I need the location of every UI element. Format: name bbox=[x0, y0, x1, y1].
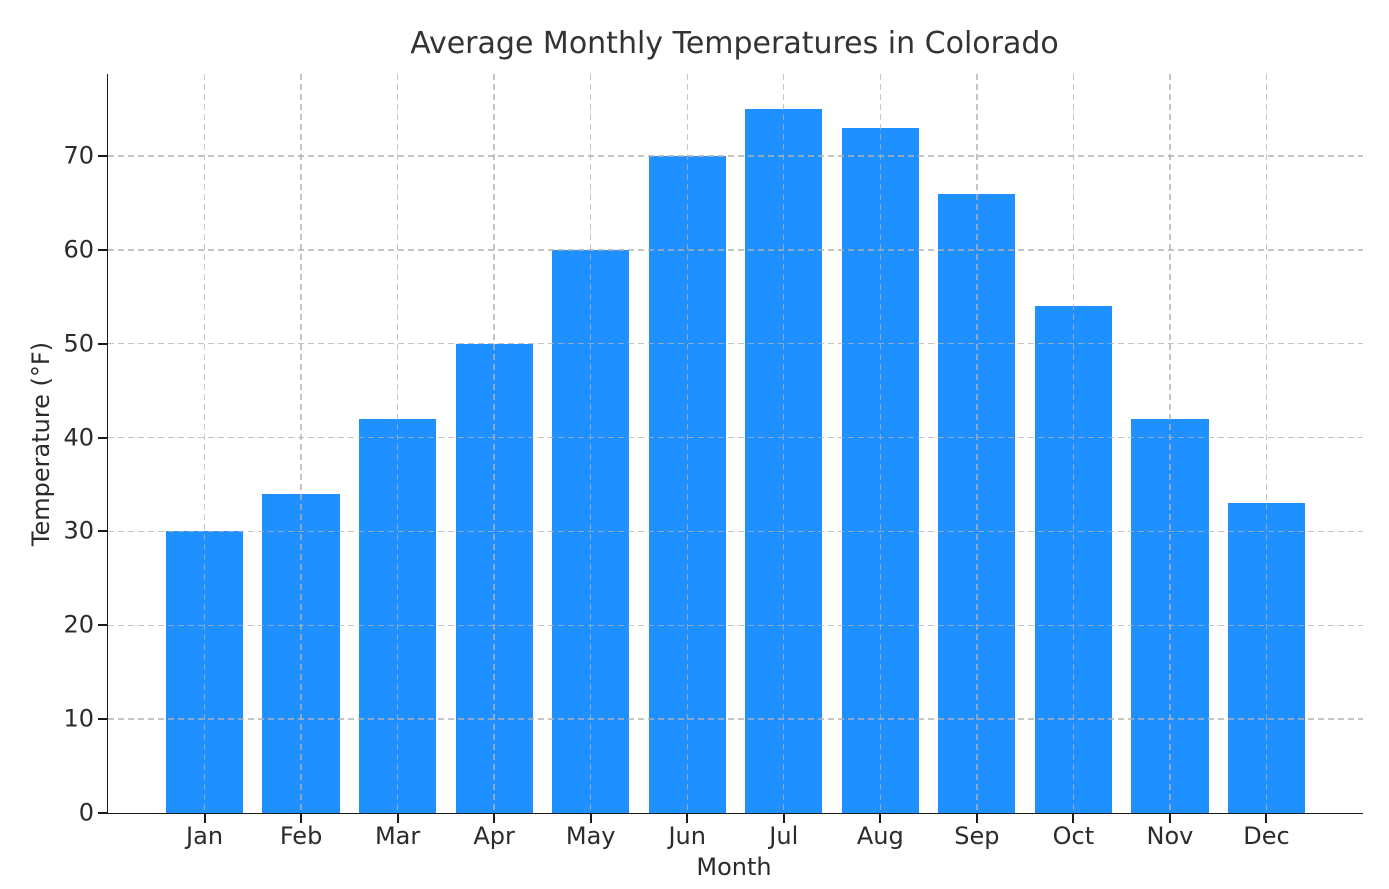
gridline-vertical-mar bbox=[396, 74, 399, 813]
ytick-0 bbox=[98, 812, 107, 814]
xtick-label-jun: Jun bbox=[668, 822, 706, 850]
gridline-vertical-nov bbox=[1169, 74, 1171, 813]
ytick-10 bbox=[98, 718, 107, 721]
ytick-label-0: 0 bbox=[78, 798, 94, 827]
ytick-40 bbox=[98, 436, 107, 439]
gridline-horizontal-10 bbox=[108, 718, 1363, 720]
xtick-may bbox=[589, 814, 592, 823]
xtick-aug bbox=[879, 814, 882, 823]
ytick-label-60: 60 bbox=[63, 235, 94, 264]
chart-title: Average Monthly Temperatures in Colorado bbox=[410, 25, 1059, 61]
xtick-sep bbox=[975, 814, 978, 823]
xtick-label-aug: Aug bbox=[856, 822, 904, 850]
xtick-jun bbox=[686, 814, 689, 823]
ytick-label-50: 50 bbox=[63, 329, 94, 358]
gridline-vertical-aug bbox=[879, 74, 881, 813]
gridline-vertical-apr bbox=[493, 74, 495, 813]
ytick-label-10: 10 bbox=[63, 704, 94, 733]
xtick-feb bbox=[300, 814, 303, 823]
gridline-horizontal-70 bbox=[108, 155, 1363, 157]
gridline-vertical-jan bbox=[203, 74, 206, 813]
ytick-70 bbox=[98, 155, 107, 158]
gridline-vertical-oct bbox=[1072, 74, 1075, 813]
gridline-horizontal-40 bbox=[108, 436, 1363, 439]
xtick-label-apr: Apr bbox=[473, 822, 515, 850]
gridline-vertical-jul bbox=[783, 74, 785, 813]
gridline-vertical-dec bbox=[1265, 74, 1268, 813]
xtick-label-feb: Feb bbox=[279, 822, 323, 850]
gridline-horizontal-30 bbox=[108, 530, 1363, 533]
xtick-label-may: May bbox=[565, 822, 616, 850]
ytick-label-20: 20 bbox=[63, 610, 94, 639]
xtick-label-mar: Mar bbox=[374, 822, 421, 850]
xtick-label-sep: Sep bbox=[954, 822, 1000, 850]
plot-area: Jan Feb Mar Apr May Jun Jul Aug Sep Oct Nov Dec 0 10 2… bbox=[63, 74, 1363, 850]
xtick-jan bbox=[203, 814, 206, 823]
gridline-vertical-feb bbox=[300, 74, 302, 813]
gridline-horizontal-60 bbox=[108, 249, 1363, 251]
gridline-vertical-jun bbox=[686, 74, 688, 813]
gridline-vertical-may bbox=[589, 74, 592, 813]
xtick-jul bbox=[782, 814, 785, 823]
ytick-50 bbox=[98, 342, 107, 345]
gridline-vertical-sep bbox=[976, 74, 978, 813]
ytick-label-70: 70 bbox=[63, 141, 94, 170]
y-axis-label: Temperature (°F) bbox=[27, 341, 55, 547]
gridline-horizontal-50 bbox=[108, 343, 1363, 345]
xtick-label-jan: Jan bbox=[186, 822, 224, 850]
xtick-oct bbox=[1072, 814, 1075, 823]
gridline-horizontal-20 bbox=[108, 624, 1363, 626]
xtick-dec bbox=[1265, 814, 1268, 823]
ytick-label-40: 40 bbox=[63, 423, 94, 452]
xtick-label-dec: Dec bbox=[1243, 822, 1290, 850]
ytick-label-30: 30 bbox=[63, 516, 94, 545]
xtick-apr bbox=[493, 814, 496, 823]
ytick-60 bbox=[98, 248, 107, 251]
x-axis-label: Month bbox=[696, 853, 772, 881]
xtick-nov bbox=[1168, 814, 1171, 823]
ytick-30 bbox=[98, 530, 107, 533]
xtick-label-jul: Jul bbox=[769, 822, 799, 850]
ytick-20 bbox=[98, 624, 107, 627]
xtick-mar bbox=[396, 814, 399, 823]
xtick-label-nov: Nov bbox=[1146, 822, 1194, 850]
xtick-label-oct: Oct bbox=[1052, 822, 1095, 850]
